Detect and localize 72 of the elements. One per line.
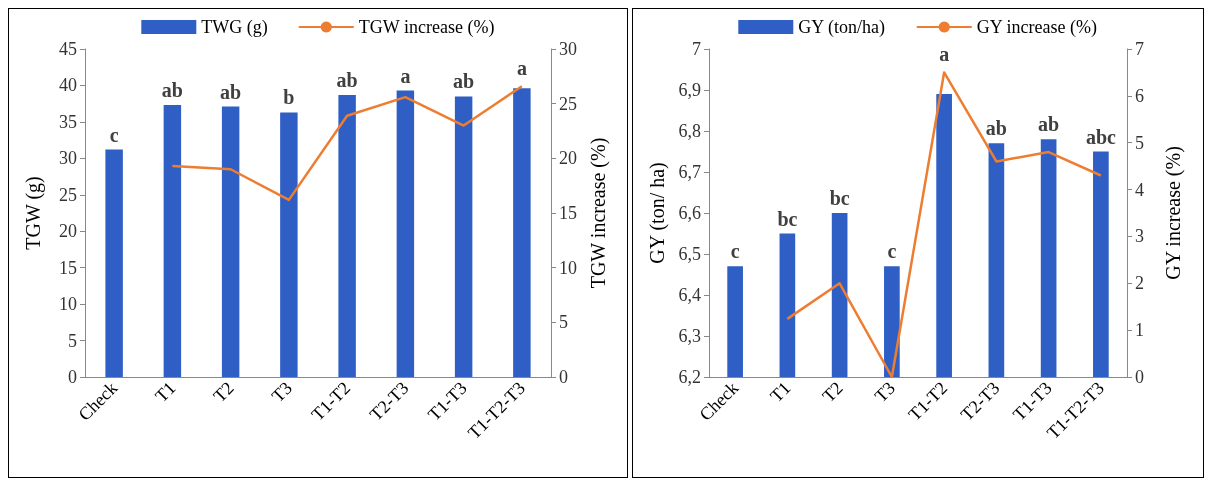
data-label: a <box>516 57 527 80</box>
y2-tick-label: 0 <box>559 367 568 387</box>
y2-tick-label: 15 <box>559 203 577 223</box>
y2-tick-label: 3 <box>1135 226 1144 247</box>
y2-tick-label: 5 <box>559 312 568 333</box>
data-label: a <box>400 64 411 87</box>
y-tick-label: 7 <box>692 39 701 59</box>
x-tick-label: T2 <box>818 377 847 407</box>
y-tick-label: 5 <box>68 330 77 351</box>
data-label: b <box>283 86 295 109</box>
legend-label: GY increase (%) <box>976 17 1098 38</box>
y2-tick-label: 4 <box>1135 179 1144 200</box>
data-label: ab <box>336 68 358 91</box>
y-tick-label: 0 <box>68 367 77 387</box>
y2-tick-label: 5 <box>1135 132 1144 153</box>
x-tick-label: T1 <box>766 377 795 407</box>
y2-tick-label: 0 <box>1135 367 1144 387</box>
data-label: bc <box>777 207 798 230</box>
y-tick-label: 15 <box>59 257 77 278</box>
y-tick-label: 20 <box>59 221 77 242</box>
y-tick-label: 30 <box>59 148 77 169</box>
bar <box>221 106 240 377</box>
bar <box>454 96 473 377</box>
y-axis-title: TGW (g) <box>22 176 45 250</box>
y-tick-label: 6,7 <box>678 162 701 182</box>
data-label: c <box>109 123 119 146</box>
bar <box>396 90 415 377</box>
y-tick-label: 6,9 <box>678 80 701 100</box>
data-label: ab <box>453 70 475 93</box>
y2-tick-label: 6 <box>1135 85 1144 106</box>
bar <box>513 88 531 377</box>
y2-tick-label: 25 <box>559 93 577 114</box>
y-tick-label: 6,3 <box>678 326 701 346</box>
y2-axis-title: GY increase (%) <box>1162 146 1185 280</box>
y-tick-label: 6,4 <box>678 285 701 305</box>
y-tick-label: 45 <box>59 39 77 59</box>
data-label: a <box>939 43 950 66</box>
data-label: c <box>887 240 897 263</box>
y-tick-label: 6,8 <box>678 121 701 141</box>
legend-label: TWG (g) <box>201 17 268 38</box>
x-tick-label: T2 <box>209 377 238 407</box>
data-label: ab <box>1038 113 1060 136</box>
data-label: c <box>730 240 740 263</box>
y2-tick-label: 10 <box>559 257 577 278</box>
legend-label: TGW increase (%) <box>358 17 495 38</box>
y-tick-label: 35 <box>59 111 77 132</box>
x-tick-label: T1 <box>151 377 180 407</box>
data-label: ab <box>985 117 1007 140</box>
x-tick-label: T3 <box>870 377 899 407</box>
x-tick-label: T3 <box>267 377 296 407</box>
bar <box>105 149 123 377</box>
bar <box>280 112 298 377</box>
data-label: ab <box>161 79 183 102</box>
bar <box>163 105 182 377</box>
y-tick-label: 6,5 <box>678 244 701 264</box>
y-tick-label: 10 <box>59 294 77 315</box>
y2-tick-label: 1 <box>1135 320 1144 341</box>
y-tick-label: 40 <box>59 75 77 96</box>
y2-tick-label: 7 <box>1135 39 1144 59</box>
bar <box>338 94 356 377</box>
y-tick-label: 6,6 <box>678 203 701 223</box>
data-label: ab <box>220 80 242 103</box>
y-axis-title: GY (ton/ ha) <box>646 162 669 264</box>
y2-tick-label: 30 <box>559 39 577 59</box>
y-tick-label: 25 <box>59 184 77 205</box>
y2-axis-title: TGW increase (%) <box>586 137 610 289</box>
y-tick-label: 6,2 <box>678 367 701 387</box>
data-label: bc <box>829 187 850 209</box>
data-label: abc <box>1085 125 1116 148</box>
y2-tick-label: 20 <box>559 148 577 169</box>
y2-tick-label: 2 <box>1135 273 1144 294</box>
legend-label: GY (ton/ha) <box>798 17 886 38</box>
